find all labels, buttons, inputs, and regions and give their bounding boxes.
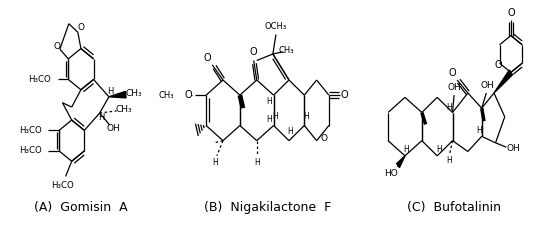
Text: O: O [449,68,456,79]
Text: CH₃: CH₃ [126,89,142,98]
Polygon shape [396,156,405,168]
Text: H: H [266,115,272,124]
Text: O: O [204,53,211,63]
Text: H: H [212,158,218,167]
Text: H: H [447,103,453,112]
Text: O: O [340,90,348,100]
Text: H₃CO: H₃CO [28,75,51,84]
Text: H: H [107,87,113,96]
Text: CH₃: CH₃ [115,105,132,114]
Polygon shape [494,70,513,93]
Text: H: H [98,113,104,122]
Text: OH: OH [481,81,495,90]
Text: O: O [494,60,502,70]
Text: (C)  Bufotalinin: (C) Bufotalinin [407,201,501,214]
Text: H: H [447,156,453,165]
Text: H: H [288,128,293,137]
Text: O: O [250,47,257,57]
Text: HO: HO [384,169,398,178]
Text: OCH₃: OCH₃ [265,22,287,32]
Text: H: H [303,112,309,121]
Text: O: O [321,134,328,143]
Text: OH: OH [506,144,520,153]
Text: H₃CO: H₃CO [51,181,74,190]
Text: H: H [403,145,409,154]
Text: O: O [185,90,192,100]
Text: H₃CO: H₃CO [19,126,41,135]
Text: (A)  Gomisin  A: (A) Gomisin A [34,201,128,214]
Text: OH: OH [447,83,461,92]
Text: CH₃: CH₃ [279,46,294,55]
Text: H: H [254,158,259,167]
Text: H₃CO: H₃CO [19,146,41,155]
Text: H: H [436,145,441,154]
Text: H: H [476,126,482,135]
Text: (B)  Nigakilactone  F: (B) Nigakilactone F [204,201,331,214]
Text: O: O [54,43,60,52]
Text: H: H [272,112,278,121]
Text: OH: OH [106,124,120,133]
Text: H: H [266,97,272,106]
Text: O: O [507,8,515,18]
Polygon shape [109,91,126,98]
Text: CH₃: CH₃ [158,91,174,100]
Text: O: O [78,23,85,32]
